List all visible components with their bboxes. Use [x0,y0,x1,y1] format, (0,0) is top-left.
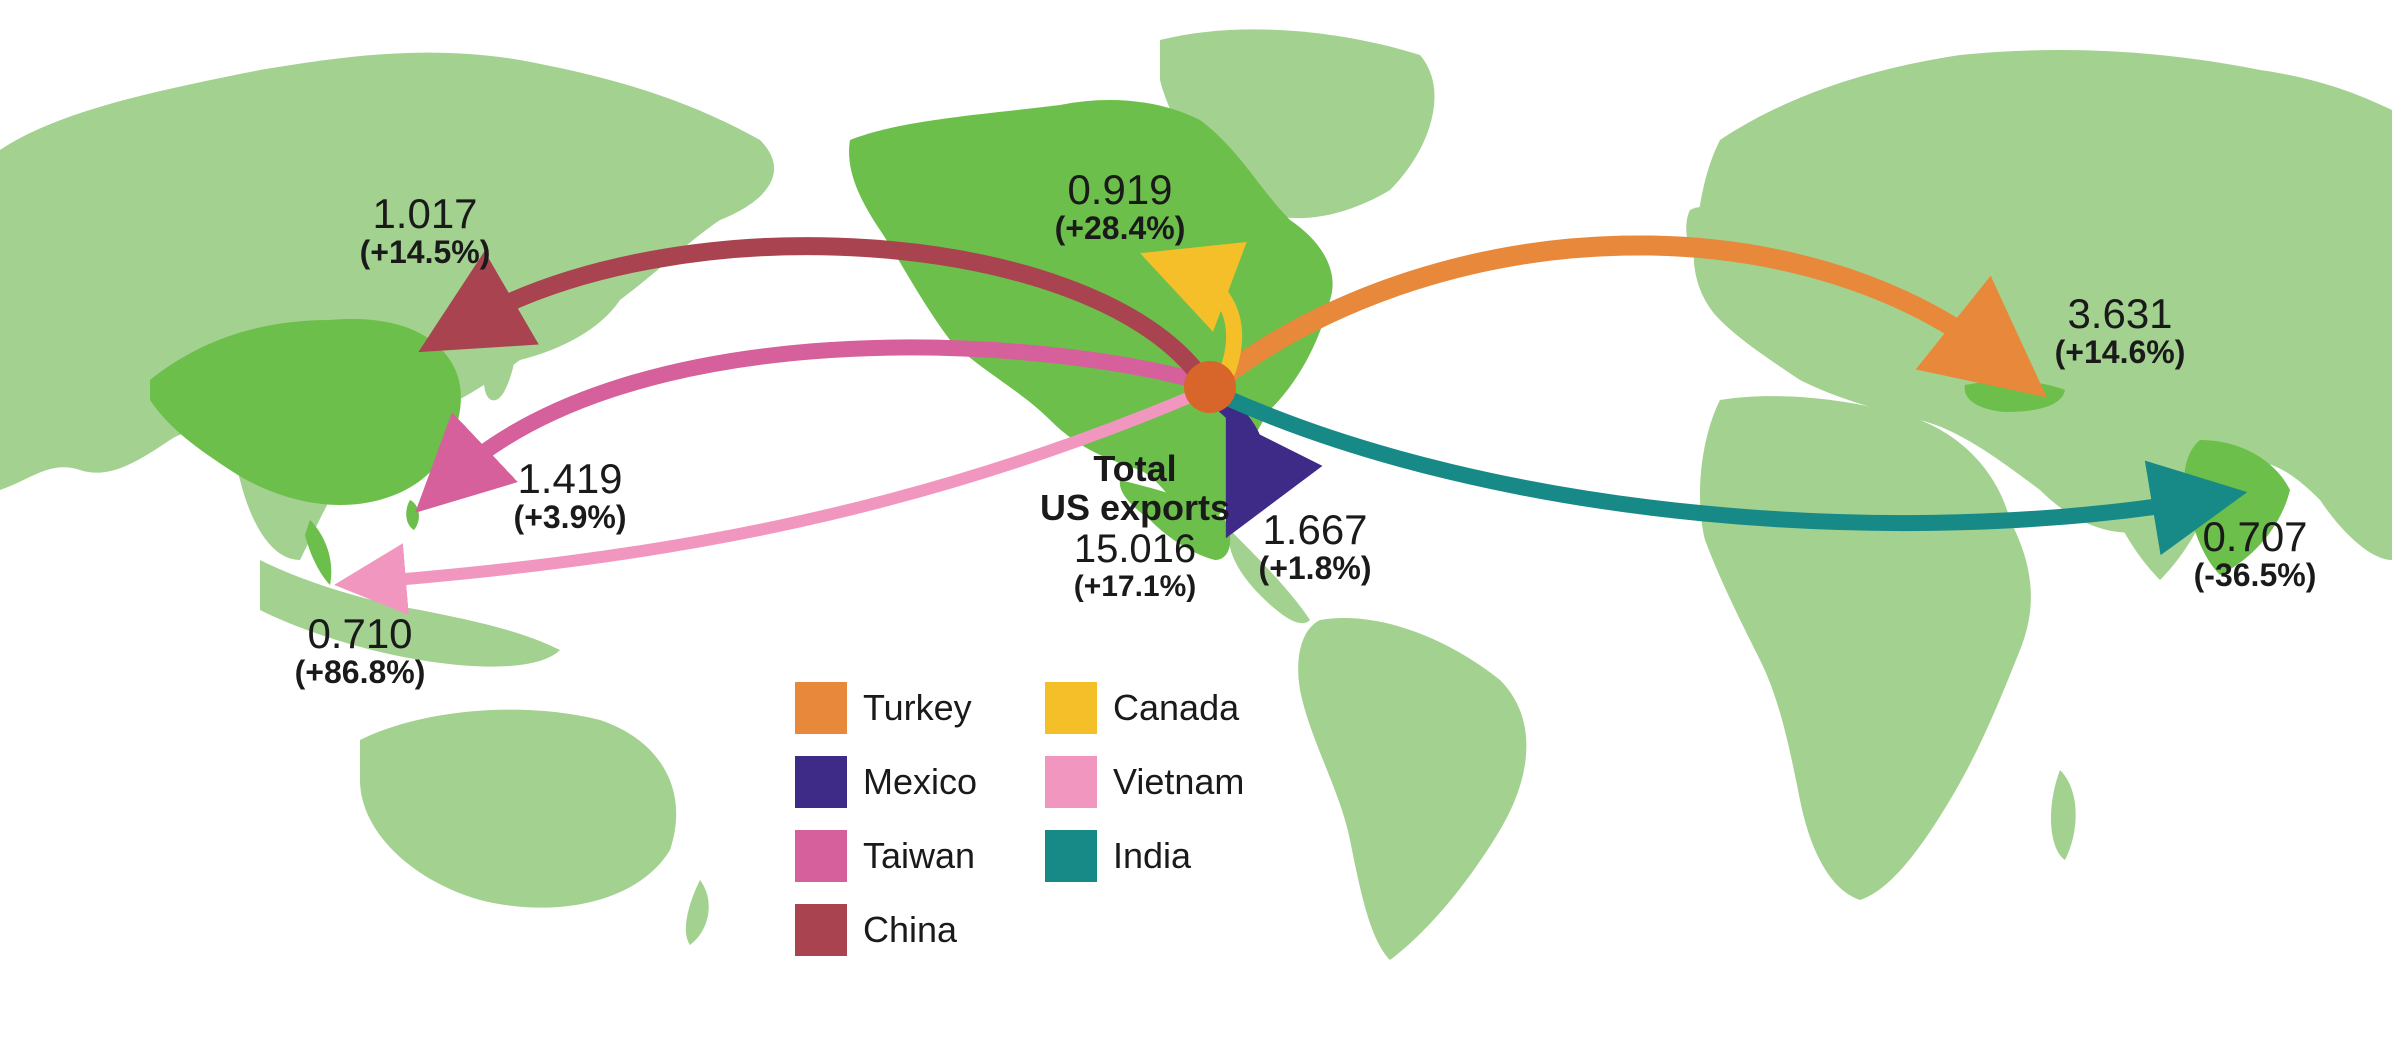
flow-label-canada: 0.919 (+28.4%) [1030,166,1210,247]
flow-arrow-india [1217,389,2248,556]
total-subtitle: US exports [1039,486,1231,528]
legend-label-turkey: Turkey [863,687,972,728]
flow-value-canada: 0.919 [1067,166,1173,213]
flow-arrow-mexico [1216,396,1323,539]
country-us-canada [849,100,1333,524]
total-title: Total [1093,448,1177,489]
legend-swatch-mexico [795,756,847,808]
legend-swatch-china [795,904,847,956]
landmass-australia [360,709,677,908]
legend-label-mexico: Mexico [863,761,978,802]
legend-item-china: China [795,904,957,956]
flow-label-vietnam: 0.710 (+86.8%) [270,610,450,691]
flow-arrow-vietnam [334,389,1201,615]
legend-item-taiwan: Taiwan [795,830,975,882]
origin-dot [1184,361,1236,413]
legend-item-vietnam: Vietnam [1045,756,1244,808]
total-change: (+17.1%) [1073,569,1197,603]
legend-swatch-turkey [795,682,847,734]
flow-value-turkey: 3.631 [2067,290,2173,337]
flow-change-vietnam: (+86.8%) [294,654,426,691]
legend-label-canada: Canada [1113,687,1240,728]
flow-value-vietnam: 0.710 [307,610,413,657]
legend-swatch-taiwan [795,830,847,882]
total-value: 15.016 [1073,526,1197,571]
flow-arrow-china [418,237,1204,379]
legend-item-mexico: Mexico [795,756,977,808]
legend-item-canada: Canada [1045,682,1239,734]
country-taiwan [406,500,419,530]
country-china [150,319,461,505]
flow-label-india: 0.707 (-36.5%) [2165,513,2345,594]
landmass-asia-west [0,52,775,560]
legend-label-china: China [863,909,958,950]
legend-label-india: India [1113,835,1192,876]
landmass-southeast-asia [260,560,560,667]
legend-swatch-vietnam [1045,756,1097,808]
flow-arrow-taiwan [415,339,1203,513]
landmass-africa [1700,396,2031,900]
flow-value-taiwan: 1.419 [517,455,623,502]
flow-change-mexico: (+1.8%) [1258,550,1372,587]
legend-item-turkey: Turkey [795,682,972,734]
flow-change-china: (+14.5%) [359,234,491,271]
legend-swatch-canada [1045,682,1097,734]
flow-value-china: 1.017 [372,190,478,237]
flow-label-mexico: 1.667 (+1.8%) [1240,506,1390,587]
landmass-new-zealand [685,880,709,945]
flow-value-mexico: 1.667 [1262,506,1368,553]
landmass-south-america [1298,618,1527,960]
flow-label-turkey: 3.631 (+14.6%) [2020,290,2220,371]
flow-label-china: 1.017 (+14.5%) [340,190,510,271]
legend-item-india: India [1045,830,1191,882]
legend-swatch-india [1045,830,1097,882]
landmass-madagascar [2050,770,2076,860]
flow-arrow-turkey [1215,235,2047,398]
legend-label-taiwan: Taiwan [863,835,976,876]
flow-change-turkey: (+14.6%) [2054,334,2186,371]
country-mexico [1119,480,1231,560]
flow-label-taiwan: 1.419 (+3.9%) [490,455,650,536]
country-vietnam [305,520,332,585]
export-flows [334,235,2248,615]
total-exports-label: Total US exports 15.016 (+17.1%) [1010,448,1260,603]
landmass-central-america [1229,530,1310,624]
flow-change-canada: (+28.4%) [1054,210,1186,247]
flow-change-india: (-36.5%) [2193,557,2317,594]
legend: Turkey Canada Mexico Vietnam Taiwan Indi… [795,682,1265,972]
flow-change-taiwan: (+3.9%) [513,499,627,536]
flow-arrow-canada [1140,241,1247,378]
flow-value-india: 0.707 [2202,513,2308,560]
legend-label-vietnam: Vietnam [1113,761,1245,802]
